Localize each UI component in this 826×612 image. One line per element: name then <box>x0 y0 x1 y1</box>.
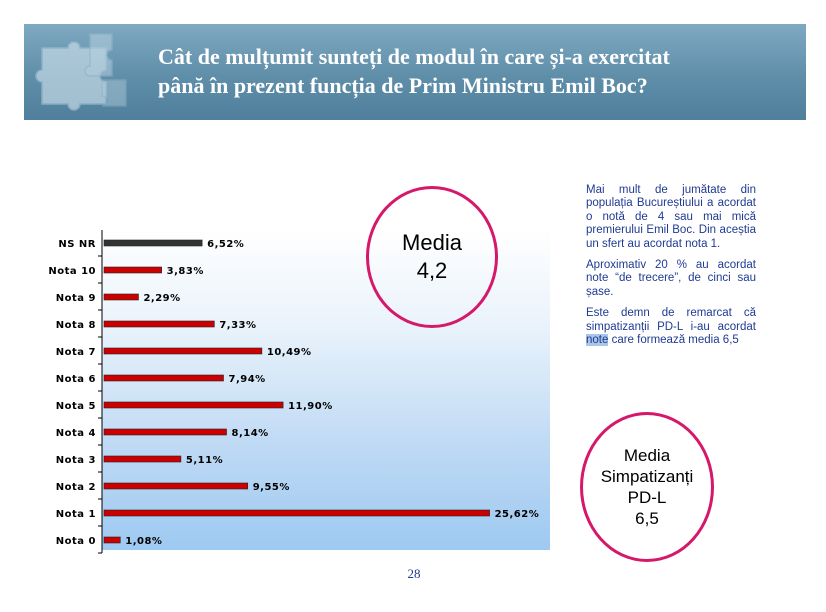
category-label: Nota 10 <box>48 266 96 277</box>
value-label: 10,49% <box>267 347 312 358</box>
media-ellipse: Media 4,2 <box>366 186 498 328</box>
bar <box>103 239 203 247</box>
value-label: 11,90% <box>288 401 333 412</box>
bar <box>103 266 162 274</box>
bar <box>103 536 121 544</box>
media-pdl-line-3: PD-L <box>627 488 667 507</box>
page-number: 28 <box>407 566 421 581</box>
page-title: Cât de mulțumit sunteți de modul în care… <box>158 42 798 100</box>
commentary-text: Mai mult de jumătate din populația Bucur… <box>586 184 756 355</box>
category-label: Nota 2 <box>56 482 96 493</box>
title-line-1: Cât de mulțumit sunteți de modul în care… <box>158 44 670 69</box>
value-label: 9,55% <box>253 482 290 493</box>
bar <box>103 509 490 517</box>
category-label: Nota 7 <box>56 347 96 358</box>
bar <box>103 401 284 409</box>
commentary-p3-start: Este demn de remarcat că simpatizanții P… <box>586 307 756 333</box>
bar <box>103 482 249 490</box>
value-label: 5,11% <box>186 455 223 466</box>
header-banner: Cât de mulțumit sunteți de modul în care… <box>24 24 806 120</box>
value-label: 1,08% <box>125 536 162 547</box>
media-pdl-line-1: Media <box>623 446 671 465</box>
bar <box>103 428 227 436</box>
category-label: Nota 5 <box>56 401 96 412</box>
value-label: 6,52% <box>207 239 244 250</box>
value-label: 3,83% <box>167 266 204 277</box>
value-label: 2,29% <box>143 293 180 304</box>
category-label: Nota 9 <box>56 293 96 304</box>
value-label: 7,33% <box>219 320 256 331</box>
media-pdl-line-4: 6,5 <box>635 509 659 528</box>
value-label: 7,94% <box>228 374 265 385</box>
category-label: Nota 3 <box>56 455 96 466</box>
category-label: Nota 4 <box>56 428 96 439</box>
media-pdl-ellipse: Media Simpatizanți PD-L 6,5 <box>580 412 714 562</box>
value-label: 8,14% <box>232 428 269 439</box>
title-line-2: până în prezent funcția de Prim Ministru… <box>158 73 648 98</box>
media-value: 4,2 <box>416 258 448 283</box>
puzzle-icon <box>35 33 127 111</box>
category-label: Nota 8 <box>56 320 96 331</box>
media-label: Media <box>402 230 462 255</box>
commentary-paragraph-1: Mai mult de jumătate din populația Bucur… <box>586 184 756 250</box>
category-label: NS NR <box>58 239 96 250</box>
category-label: Nota 0 <box>56 536 96 547</box>
category-label: Nota 6 <box>56 374 96 385</box>
value-label: 25,62% <box>495 509 540 520</box>
highlighted-word: note <box>586 334 609 347</box>
category-label: Nota 1 <box>56 509 96 520</box>
bar <box>103 347 263 355</box>
media-pdl-line-2: Simpatizanți <box>600 467 694 486</box>
commentary-p3-end: care formează media 6,5 <box>608 334 739 347</box>
commentary-paragraph-2: Aproximativ 20 % au acordat note “de tre… <box>586 259 756 298</box>
bar <box>103 320 215 328</box>
bar <box>103 455 182 463</box>
bar <box>103 374 224 382</box>
commentary-paragraph-3: Este demn de remarcat că simpatizanții P… <box>586 307 756 347</box>
bar <box>103 293 139 301</box>
